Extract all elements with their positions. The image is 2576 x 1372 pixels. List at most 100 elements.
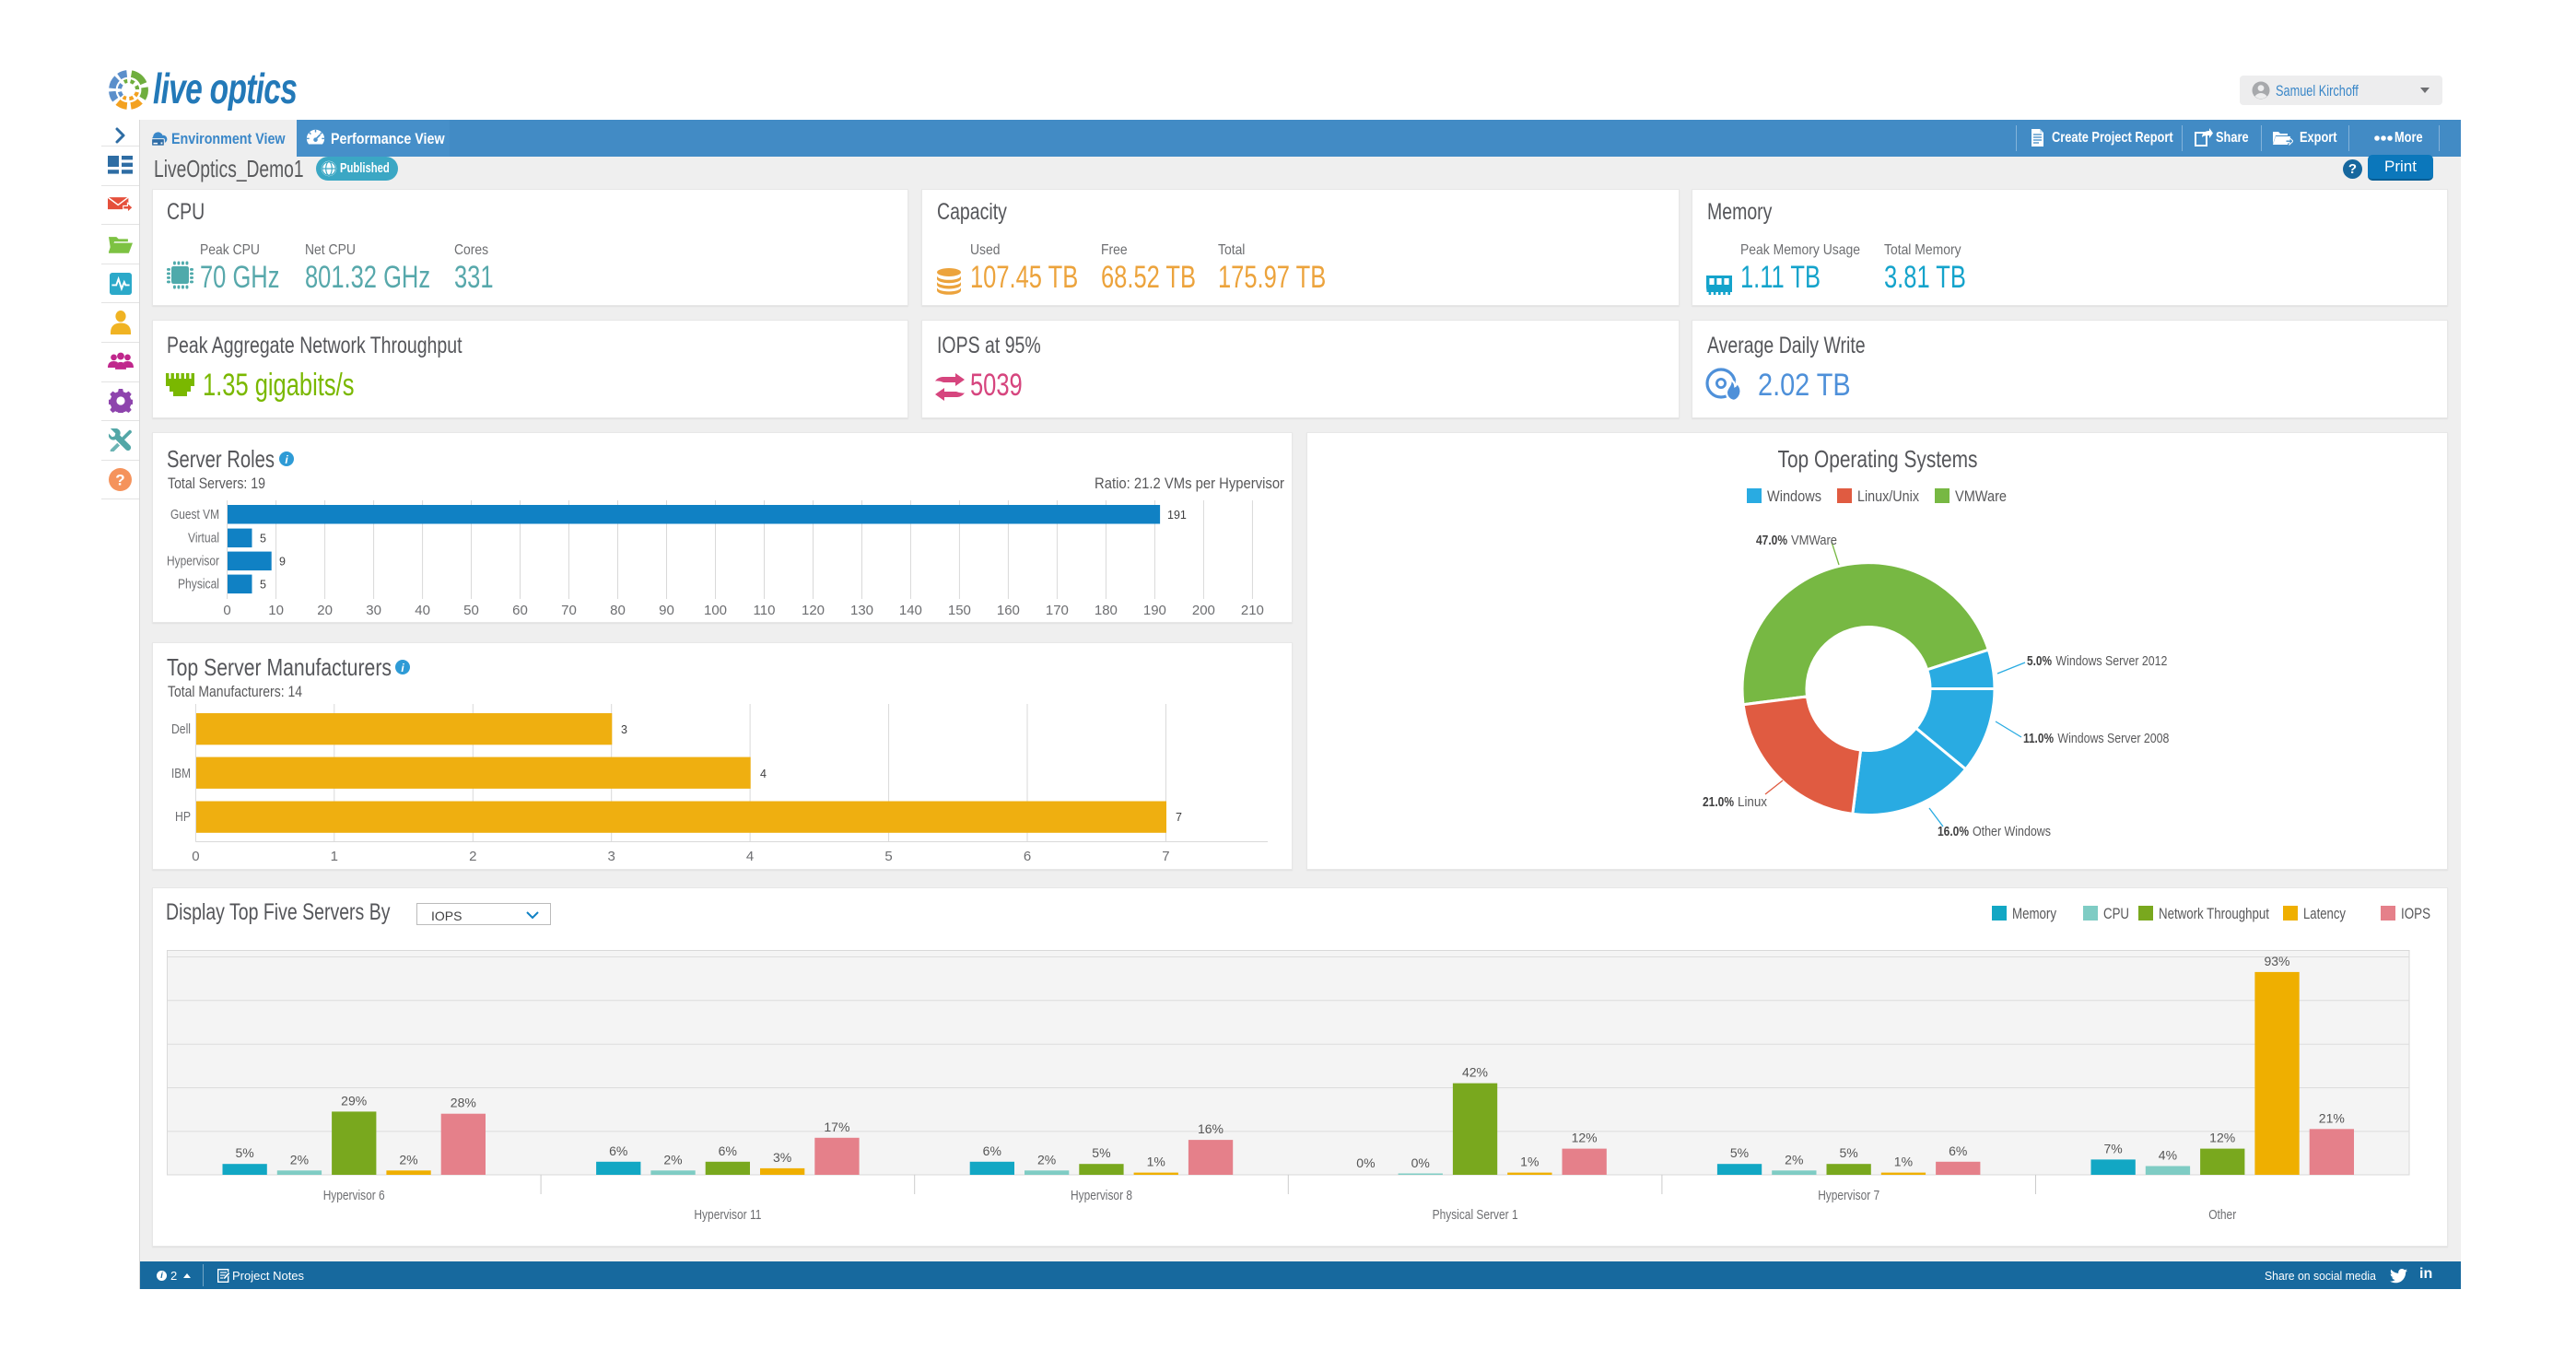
svg-text:live optics: live optics: [153, 65, 298, 111]
svg-text:17%: 17%: [824, 1120, 849, 1134]
svg-text:4%: 4%: [2159, 1148, 2177, 1163]
svg-text:Linux: Linux: [1738, 794, 1767, 810]
svg-text:16%: 16%: [1198, 1121, 1224, 1136]
svg-text:5.0%: 5.0%: [2027, 653, 2052, 669]
svg-text:30: 30: [366, 603, 381, 618]
svg-text:Hypervisor: Hypervisor: [167, 554, 219, 569]
svg-text:Memory: Memory: [2012, 905, 2056, 922]
svg-text:7%: 7%: [2103, 1141, 2122, 1155]
svg-text:3%: 3%: [773, 1150, 791, 1165]
svg-text:180: 180: [1095, 603, 1118, 618]
svg-text:5%: 5%: [1092, 1145, 1110, 1160]
svg-text:110: 110: [754, 603, 776, 618]
svg-text:120: 120: [802, 603, 825, 618]
svg-text:5: 5: [884, 849, 892, 864]
svg-text:90: 90: [659, 603, 674, 618]
svg-text:42%: 42%: [1462, 1065, 1488, 1080]
svg-text:CPU: CPU: [2103, 905, 2129, 922]
svg-text:0: 0: [223, 603, 230, 618]
svg-text:12%: 12%: [2209, 1131, 2235, 1145]
svg-text:4: 4: [760, 768, 767, 780]
svg-text:Server Roles: Server Roles: [167, 445, 275, 473]
svg-text:10: 10: [268, 603, 284, 618]
svg-text:6%: 6%: [609, 1143, 627, 1158]
svg-text:Ratio: 21.2 VMs per Hypervisor: Ratio: 21.2 VMs per Hypervisor: [1095, 475, 1284, 492]
svg-text:Hypervisor 8: Hypervisor 8: [1071, 1188, 1132, 1203]
svg-text:Physical: Physical: [178, 577, 219, 592]
svg-text:0: 0: [192, 849, 199, 864]
svg-text:Network Throughput: Network Throughput: [2159, 905, 2269, 922]
svg-text:Windows Server 2012: Windows Server 2012: [2055, 653, 2167, 669]
svg-text:1%: 1%: [1520, 1155, 1539, 1169]
svg-text:60: 60: [512, 603, 528, 618]
svg-text:40: 40: [415, 603, 430, 618]
svg-text:Dell: Dell: [171, 721, 191, 737]
svg-text:Total Manufacturers: 14: Total Manufacturers: 14: [168, 683, 302, 700]
svg-text:2%: 2%: [663, 1152, 682, 1167]
svg-text:6: 6: [1024, 849, 1031, 864]
svg-text:5: 5: [260, 533, 266, 545]
svg-text:1: 1: [331, 849, 338, 864]
svg-text:Other Windows: Other Windows: [1973, 824, 2051, 839]
svg-text:190: 190: [1143, 603, 1166, 618]
svg-text:7: 7: [1176, 811, 1182, 824]
svg-text:Top Operating Systems: Top Operating Systems: [1778, 445, 1978, 473]
svg-text:Total Servers: 19: Total Servers: 19: [168, 475, 265, 492]
svg-text:150: 150: [948, 603, 971, 618]
svg-text:191: 191: [1167, 509, 1187, 522]
svg-text:Guest VM: Guest VM: [170, 507, 219, 522]
svg-text:5%: 5%: [1839, 1145, 1857, 1160]
svg-text:2%: 2%: [1037, 1152, 1056, 1167]
svg-text:Hypervisor 11: Hypervisor 11: [694, 1207, 761, 1223]
svg-text:5: 5: [260, 579, 266, 592]
svg-text:6%: 6%: [719, 1143, 737, 1158]
svg-text:Top Server Manufacturers: Top Server Manufacturers: [167, 653, 392, 681]
svg-text:i: i: [285, 453, 288, 466]
svg-text:1%: 1%: [1894, 1155, 1913, 1169]
svg-text:2%: 2%: [290, 1152, 309, 1167]
svg-text:0%: 0%: [1356, 1155, 1375, 1170]
svg-text:Physical Server 1: Physical Server 1: [1433, 1207, 1518, 1223]
svg-text:4: 4: [746, 849, 754, 864]
svg-text:1%: 1%: [1147, 1155, 1165, 1169]
svg-text:140: 140: [899, 603, 922, 618]
svg-text:?: ?: [115, 472, 124, 489]
svg-text:HP: HP: [175, 809, 191, 825]
svg-text:Other: Other: [2208, 1207, 2236, 1223]
svg-text:IOPS: IOPS: [2401, 905, 2430, 922]
svg-text:Hypervisor 6: Hypervisor 6: [323, 1188, 385, 1203]
svg-text:9: 9: [279, 556, 286, 569]
svg-text:200: 200: [1192, 603, 1215, 618]
svg-text:160: 160: [997, 603, 1020, 618]
svg-text:28%: 28%: [451, 1096, 476, 1110]
svg-text:5%: 5%: [235, 1145, 253, 1160]
svg-text:20: 20: [317, 603, 333, 618]
svg-text:29%: 29%: [341, 1093, 367, 1108]
svg-text:Windows: Windows: [1767, 487, 1821, 505]
svg-text:50: 50: [463, 603, 479, 618]
svg-text:2%: 2%: [399, 1152, 417, 1167]
svg-text:210: 210: [1241, 603, 1264, 618]
svg-text:VMWare: VMWare: [1791, 533, 1837, 548]
svg-text:3: 3: [608, 849, 615, 864]
svg-text:Windows Server 2008: Windows Server 2008: [2057, 731, 2169, 746]
svg-text:Hypervisor 7: Hypervisor 7: [1818, 1188, 1879, 1203]
svg-text:21.0%: 21.0%: [1703, 794, 1734, 810]
svg-text:2%: 2%: [1785, 1152, 1803, 1167]
svg-text:IBM: IBM: [171, 766, 191, 781]
svg-text:0%: 0%: [1411, 1155, 1430, 1170]
svg-text:21%: 21%: [2319, 1110, 2345, 1125]
svg-text:12%: 12%: [1572, 1131, 1598, 1145]
svg-text:11.0%: 11.0%: [2023, 731, 2054, 746]
svg-text:3: 3: [621, 723, 627, 736]
svg-text:47.0%: 47.0%: [1756, 533, 1787, 548]
svg-text:Virtual: Virtual: [188, 531, 219, 546]
svg-text:80: 80: [610, 603, 626, 618]
svg-text:Linux/Unix: Linux/Unix: [1857, 487, 1919, 505]
svg-text:i: i: [401, 662, 404, 674]
svg-text:7: 7: [1162, 849, 1169, 864]
svg-text:VMWare: VMWare: [1955, 487, 2007, 505]
svg-text:6%: 6%: [1949, 1143, 1967, 1158]
svg-text:16.0%: 16.0%: [1938, 824, 1969, 839]
svg-text:70: 70: [561, 603, 577, 618]
